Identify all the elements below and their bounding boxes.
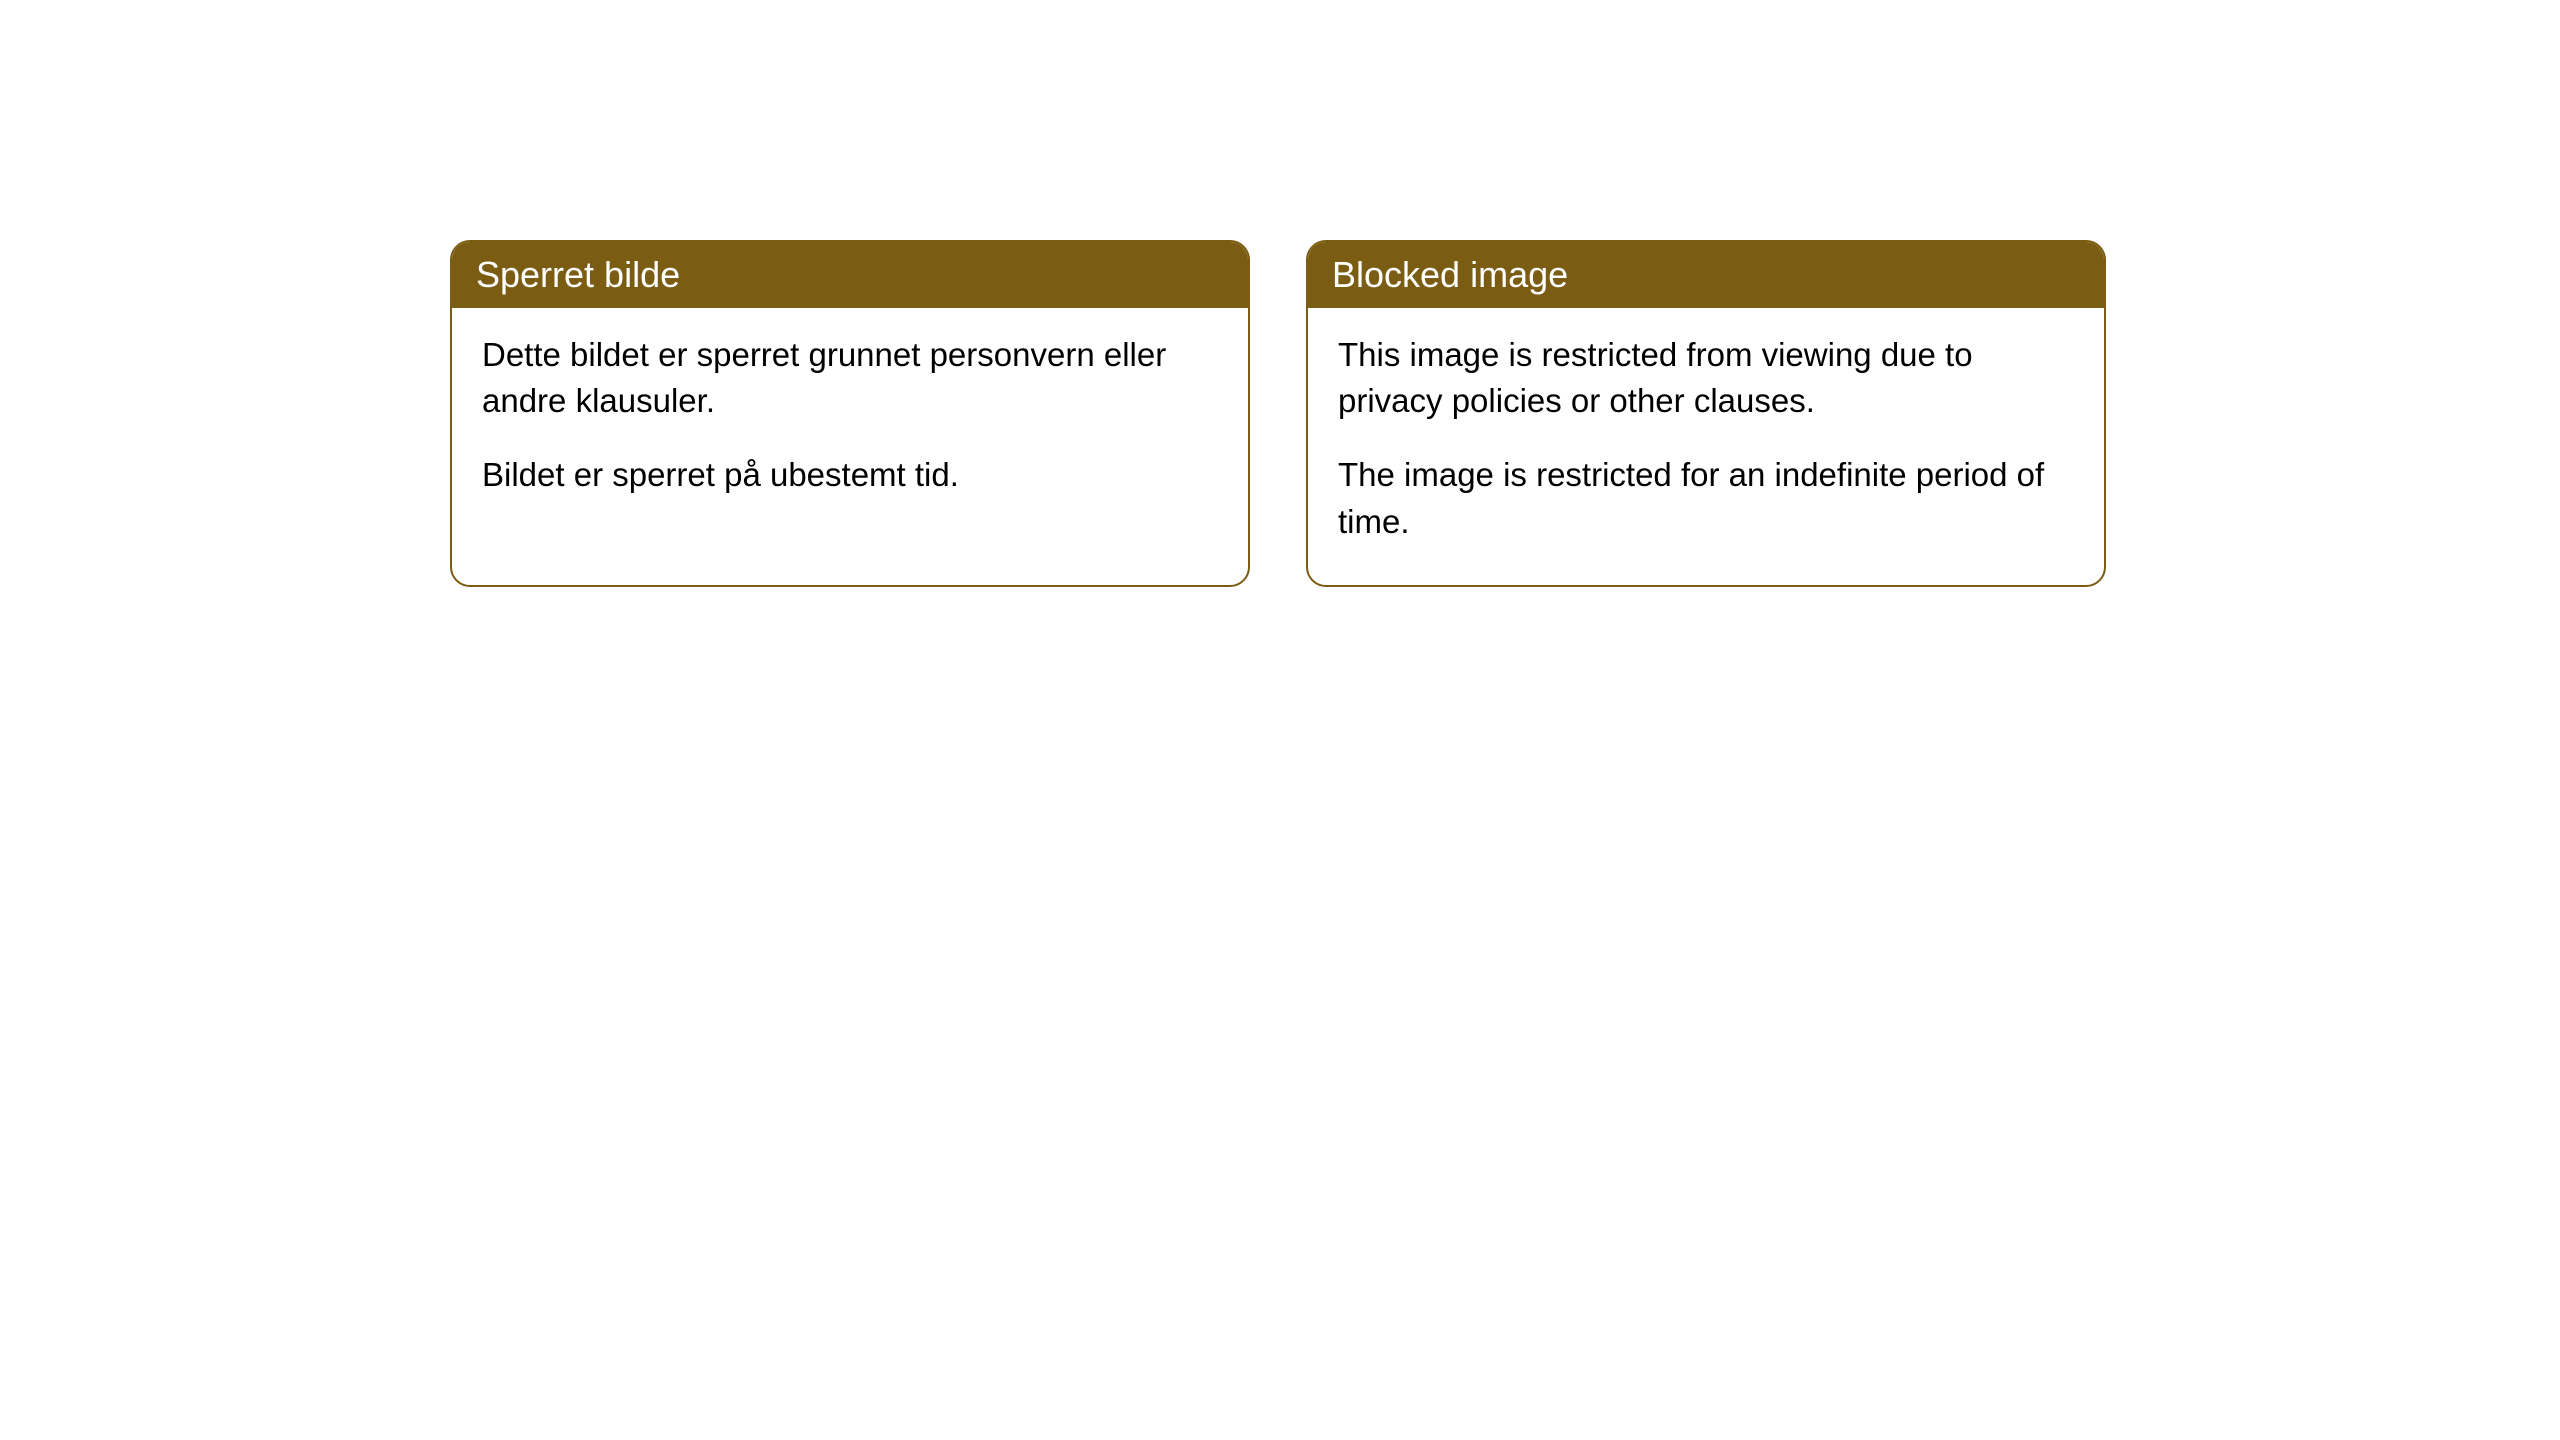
card-body-english: This image is restricted from viewing du… xyxy=(1308,308,2104,585)
blocked-image-card-english: Blocked image This image is restricted f… xyxy=(1306,240,2106,587)
notice-paragraph-2-english: The image is restricted for an indefinit… xyxy=(1338,452,2074,544)
notice-paragraph-1-english: This image is restricted from viewing du… xyxy=(1338,332,2074,424)
card-header-norwegian: Sperret bilde xyxy=(452,242,1248,308)
notice-cards-container: Sperret bilde Dette bildet er sperret gr… xyxy=(450,240,2106,587)
card-body-norwegian: Dette bildet er sperret grunnet personve… xyxy=(452,308,1248,539)
blocked-image-card-norwegian: Sperret bilde Dette bildet er sperret gr… xyxy=(450,240,1250,587)
card-header-english: Blocked image xyxy=(1308,242,2104,308)
notice-paragraph-2-norwegian: Bildet er sperret på ubestemt tid. xyxy=(482,452,1218,498)
notice-paragraph-1-norwegian: Dette bildet er sperret grunnet personve… xyxy=(482,332,1218,424)
